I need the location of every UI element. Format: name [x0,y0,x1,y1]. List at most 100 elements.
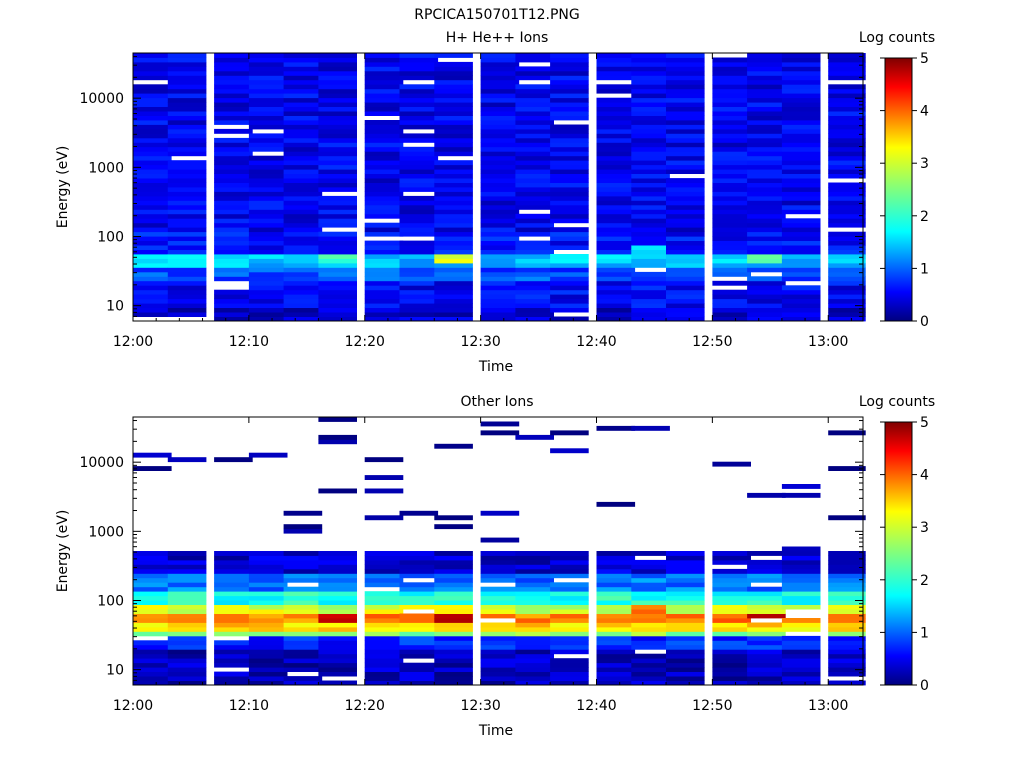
heatmap-cell [712,591,751,597]
heatmap-cell [133,204,172,210]
heatmap-cell [515,164,554,170]
heatmap-cell [828,200,866,206]
colorbar-tick-label: 0 [920,314,929,330]
heatmap-cell [515,586,554,592]
heatmap-cell [364,61,404,67]
heatmap-cell [480,66,520,72]
heatmap-cell [318,169,357,174]
heatmap-cell [248,582,288,588]
heatmap-cell [828,312,866,317]
heatmap-cell [515,195,554,201]
heatmap-cell [515,254,554,259]
heatmap-cell [167,298,207,304]
y-tick-label: 10000 [79,91,124,107]
heatmap-cell [248,285,288,291]
heatmap-cell [631,622,670,628]
heatmap-cell [399,564,439,570]
heatmap-cell [364,618,404,623]
heatmap-cell [515,222,554,228]
heatmap-cell [318,649,357,655]
heatmap-cell [747,303,786,308]
heatmap-cell [666,178,705,183]
heatmap-cell [781,262,821,268]
heatmap-cell [434,564,473,570]
heatmap-cell [214,155,253,161]
heatmap-cell [248,155,288,161]
heatmap-cell [515,97,554,103]
heatmap-cell [318,236,357,241]
heatmap-cell [781,164,821,170]
heatmap-cell [631,249,670,255]
heatmap-cell [283,626,323,632]
heatmap-cell [434,443,473,449]
heatmap-cell [399,213,439,219]
heatmap-cell [666,160,705,166]
heatmap-cell [666,559,705,565]
heatmap-cell [480,316,520,322]
heatmap-cell [515,609,554,614]
heatmap-cell [596,312,636,317]
heatmap-cell [318,97,357,103]
heatmap-cell [318,209,357,215]
heatmap-cell [550,564,589,570]
heatmap-cell [318,53,357,58]
heatmap-cell [133,267,172,273]
heatmap-cell [399,298,439,304]
heatmap-cell [318,622,357,628]
heatmap-cell [712,262,751,268]
heatmap-cell [631,573,670,579]
heatmap-cell [596,209,636,215]
heatmap-cell [248,137,288,143]
heatmap-cell [283,559,323,565]
heatmap-cell [596,586,636,592]
heatmap-cell [515,564,554,570]
heatmap-cell [828,622,866,628]
heatmap-cell [283,289,323,295]
heatmap-cell [480,595,520,601]
heatmap-cell [248,124,288,130]
heatmap-cell [631,425,670,431]
heatmap-cell [248,258,288,264]
heatmap-cell [318,160,357,166]
heatmap-cell [133,151,172,157]
heatmap-cell [712,146,751,152]
heatmap-cell [399,551,439,556]
heatmap-cell [596,164,636,170]
heatmap-cell [747,307,786,313]
heatmap-cell [828,111,866,116]
heatmap-cell [283,164,323,170]
heatmap-cell [828,222,866,228]
heatmap-cell [596,262,636,268]
heatmap-cell [167,658,207,664]
heatmap-cell [781,240,821,246]
heatmap-cell [283,258,323,264]
axes: 12:00 12:10 12:20 12:30 12:40 12:50 13:0010100… [79,53,863,350]
heatmap-cell [167,254,207,259]
heatmap-cell [167,568,207,574]
heatmap-cell [133,640,172,646]
colorbar-tick-label: 2 [920,573,929,589]
heatmap-cell [480,294,520,300]
heatmap-cell [596,316,636,322]
heatmap-cell [631,586,670,592]
heatmap-cell [747,236,786,241]
heatmap-cell [364,231,404,237]
heatmap-cell [515,84,554,90]
heatmap-cell [747,658,786,664]
heatmap-cell [747,298,786,304]
heatmap-cell [434,204,473,210]
heatmap-cell [167,262,207,268]
heatmap-cell [596,191,636,197]
heatmap-cell [515,276,554,282]
heatmap-cell [248,555,288,561]
heatmap-cell [712,120,751,125]
heatmap-cell [828,285,866,291]
heatmap-cell [399,676,439,681]
heatmap-cell [712,160,751,166]
heatmap-cell [712,635,751,641]
heatmap-cell [167,667,207,672]
heatmap-cell [596,142,636,148]
heatmap-cell [283,262,323,268]
plot-frame [132,52,864,322]
heatmap-cell [167,213,207,219]
